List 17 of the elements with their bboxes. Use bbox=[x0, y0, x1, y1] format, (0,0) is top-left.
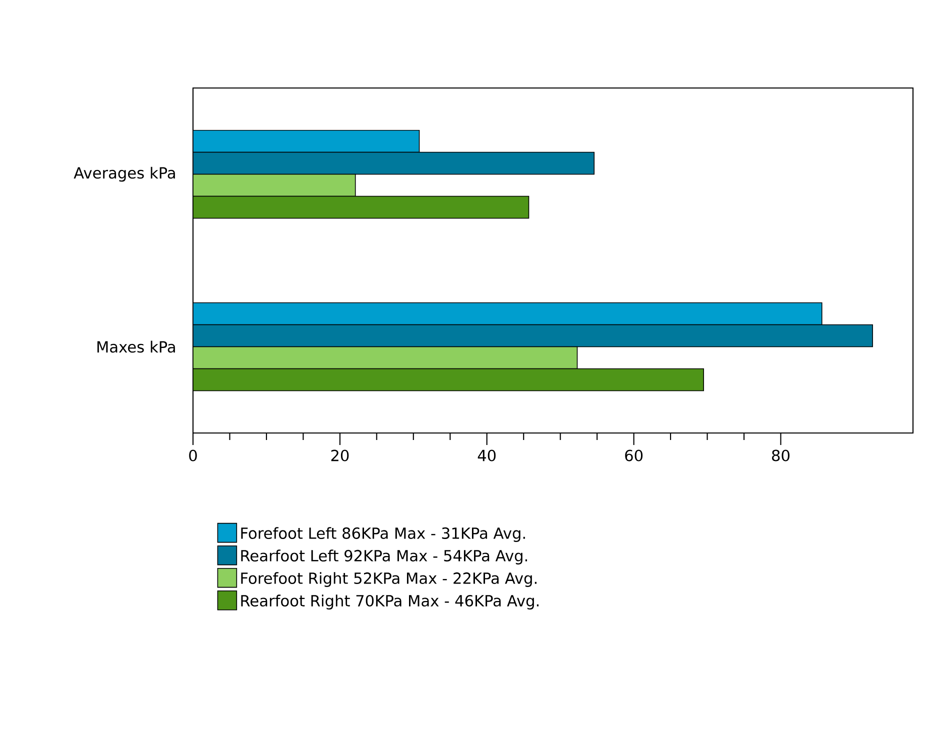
x-tick-label: 80 bbox=[772, 450, 790, 462]
bar bbox=[193, 152, 595, 175]
bar bbox=[193, 174, 356, 197]
y-tick-label: Maxes kPa bbox=[97, 340, 175, 353]
legend-label: Rearfoot Right 70KPa Max - 46KPa Avg. bbox=[241, 594, 539, 610]
legend-label: Forefoot Right 52KPa Max - 22KPa Avg. bbox=[241, 572, 536, 587]
bar bbox=[193, 196, 530, 219]
legend-label: Rearfoot Left 92KPa Max - 54KPa Avg. bbox=[241, 550, 527, 564]
bar bbox=[193, 368, 704, 392]
legend-label: Forefoot Left 86KPa Max - 31KPa Avg. bbox=[241, 527, 525, 542]
x-tick-label: 40 bbox=[478, 450, 496, 462]
x-tick-label: 60 bbox=[625, 450, 643, 462]
y-tick-label: Averages kPa bbox=[74, 166, 175, 182]
bar bbox=[193, 324, 873, 348]
x-tick-label: 20 bbox=[331, 450, 349, 462]
bar bbox=[193, 346, 578, 370]
x-tick-label: 0 bbox=[189, 450, 197, 462]
